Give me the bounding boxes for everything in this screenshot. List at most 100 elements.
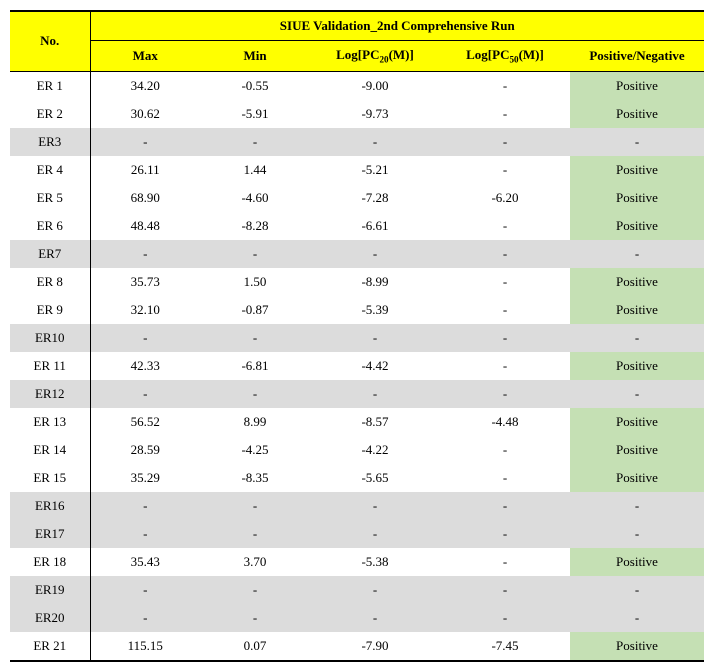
header-max: Max: [90, 41, 200, 72]
cell-pc20: -4.22: [310, 436, 440, 464]
cell-pc50: -: [440, 520, 570, 548]
table-row: ER10-----: [10, 324, 704, 352]
cell-pn: -: [570, 492, 704, 520]
cell-no: ER 1: [10, 71, 90, 100]
cell-min: -0.87: [200, 296, 310, 324]
cell-min: -8.35: [200, 464, 310, 492]
cell-max: 26.11: [90, 156, 200, 184]
cell-pc50: -: [440, 464, 570, 492]
cell-pc20: -5.39: [310, 296, 440, 324]
header-group: SIUE Validation_2nd Comprehensive Run: [90, 11, 704, 41]
cell-max: 48.48: [90, 212, 200, 240]
cell-min: -6.81: [200, 352, 310, 380]
cell-pc20: -: [310, 128, 440, 156]
cell-pn: Positive: [570, 548, 704, 576]
cell-no: ER 4: [10, 156, 90, 184]
cell-pn: Positive: [570, 156, 704, 184]
cell-pc20: -: [310, 324, 440, 352]
cell-pn: Positive: [570, 352, 704, 380]
cell-max: -: [90, 128, 200, 156]
cell-no: ER 11: [10, 352, 90, 380]
cell-pc50: -: [440, 156, 570, 184]
cell-no: ER 21: [10, 632, 90, 661]
cell-max: 32.10: [90, 296, 200, 324]
table-row: ER17-----: [10, 520, 704, 548]
cell-min: 0.07: [200, 632, 310, 661]
table-row: ER 568.90-4.60-7.28-6.20Positive: [10, 184, 704, 212]
table-row: ER 1356.528.99-8.57-4.48Positive: [10, 408, 704, 436]
cell-max: -: [90, 520, 200, 548]
cell-pn: -: [570, 520, 704, 548]
cell-pn: -: [570, 240, 704, 268]
table-row: ER 1142.33-6.81-4.42-Positive: [10, 352, 704, 380]
cell-pc20: -5.21: [310, 156, 440, 184]
cell-pc50: -4.48: [440, 408, 570, 436]
cell-pc20: -8.57: [310, 408, 440, 436]
cell-no: ER 6: [10, 212, 90, 240]
cell-pn: Positive: [570, 184, 704, 212]
cell-no: ER16: [10, 492, 90, 520]
cell-pc20: -: [310, 520, 440, 548]
cell-pc20: -: [310, 492, 440, 520]
cell-pc20: -: [310, 240, 440, 268]
cell-min: -: [200, 240, 310, 268]
cell-pc50: -6.20: [440, 184, 570, 212]
cell-min: -: [200, 576, 310, 604]
cell-pc50: -: [440, 71, 570, 100]
cell-max: 28.59: [90, 436, 200, 464]
cell-min: -0.55: [200, 71, 310, 100]
header-pn: Positive/Negative: [570, 41, 704, 72]
cell-min: 8.99: [200, 408, 310, 436]
cell-max: -: [90, 576, 200, 604]
cell-min: 1.50: [200, 268, 310, 296]
cell-pc20: -7.28: [310, 184, 440, 212]
cell-pc20: -6.61: [310, 212, 440, 240]
cell-pn: Positive: [570, 408, 704, 436]
cell-pc50: -: [440, 296, 570, 324]
cell-pn: Positive: [570, 436, 704, 464]
table-row: ER 648.48-8.28-6.61-Positive: [10, 212, 704, 240]
cell-min: -: [200, 380, 310, 408]
cell-pc20: -7.90: [310, 632, 440, 661]
header-pc20: Log[PC20(M)]: [310, 41, 440, 72]
cell-pc20: -4.42: [310, 352, 440, 380]
cell-pc50: -: [440, 576, 570, 604]
cell-min: -: [200, 520, 310, 548]
cell-min: -4.25: [200, 436, 310, 464]
cell-no: ER 18: [10, 548, 90, 576]
cell-pn: -: [570, 380, 704, 408]
cell-min: -8.28: [200, 212, 310, 240]
cell-max: -: [90, 240, 200, 268]
table-row: ER3-----: [10, 128, 704, 156]
cell-pc50: -7.45: [440, 632, 570, 661]
cell-no: ER 13: [10, 408, 90, 436]
cell-no: ER10: [10, 324, 90, 352]
cell-min: -4.60: [200, 184, 310, 212]
table-row: ER19-----: [10, 576, 704, 604]
header-pc50: Log[PC50(M)]: [440, 41, 570, 72]
cell-pn: Positive: [570, 632, 704, 661]
cell-max: 30.62: [90, 100, 200, 128]
cell-no: ER7: [10, 240, 90, 268]
table-row: ER 1835.433.70-5.38-Positive: [10, 548, 704, 576]
table-row: ER16-----: [10, 492, 704, 520]
cell-max: 35.73: [90, 268, 200, 296]
table-row: ER 1428.59-4.25-4.22-Positive: [10, 436, 704, 464]
cell-pc50: -: [440, 352, 570, 380]
cell-pc20: -5.38: [310, 548, 440, 576]
cell-pn: Positive: [570, 296, 704, 324]
table-body: ER 134.20-0.55-9.00-PositiveER 230.62-5.…: [10, 71, 704, 661]
cell-max: 35.43: [90, 548, 200, 576]
cell-no: ER17: [10, 520, 90, 548]
validation-table: No. SIUE Validation_2nd Comprehensive Ru…: [10, 10, 704, 662]
cell-pc20: -: [310, 576, 440, 604]
cell-pc20: -: [310, 380, 440, 408]
cell-pc50: -: [440, 380, 570, 408]
cell-pn: -: [570, 576, 704, 604]
cell-no: ER 8: [10, 268, 90, 296]
cell-max: -: [90, 324, 200, 352]
table-row: ER 134.20-0.55-9.00-Positive: [10, 71, 704, 100]
cell-max: 42.33: [90, 352, 200, 380]
cell-pc50: -: [440, 492, 570, 520]
cell-pn: -: [570, 128, 704, 156]
